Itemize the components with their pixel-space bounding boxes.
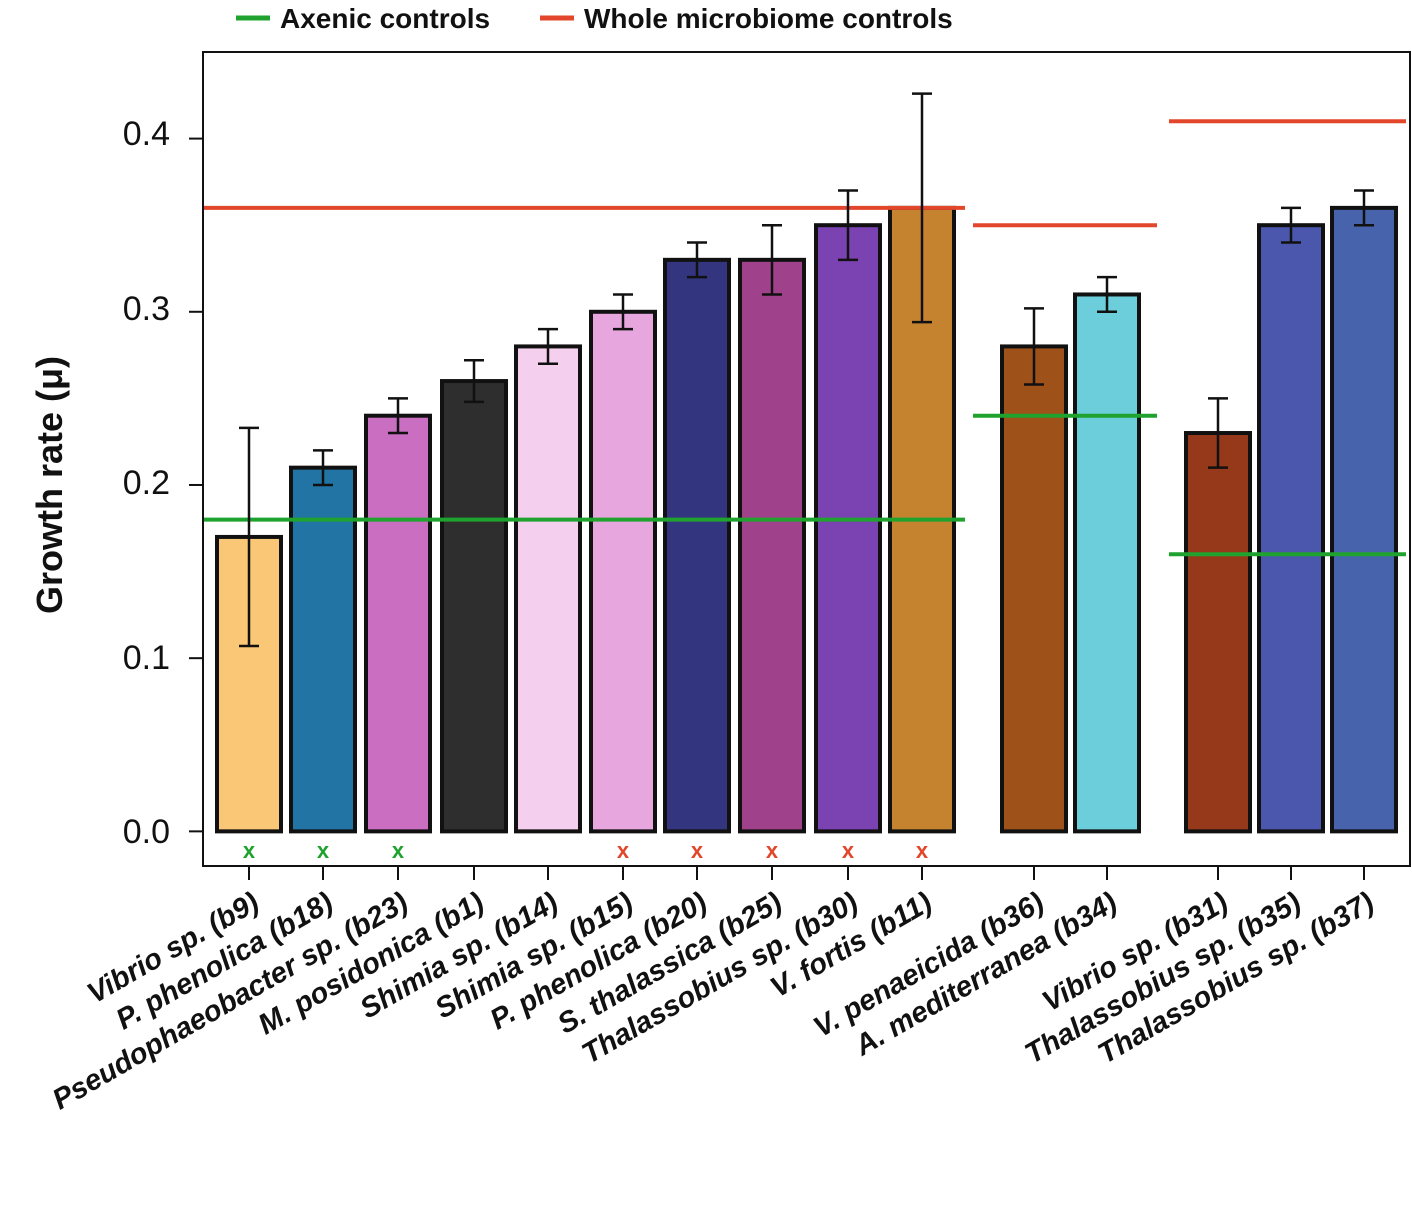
x-tick-labels: Vibrio sp. (b9)P. phenolica (b18)Pseudop… [47,886,1379,1116]
bar [289,465,357,834]
y-axis-label: Growth rate (μ) [29,356,70,614]
legend: Axenic controls Whole microbiome control… [236,3,953,34]
control-lines-layer [203,119,1406,557]
axes-layer [189,51,1411,880]
significance-marker: x [617,838,630,863]
bar [1000,344,1068,834]
bar [440,379,508,834]
legend-label-whole-microbiome: Whole microbiome controls [584,3,953,34]
bar [1257,223,1325,834]
y-tick-label: 0.4 [123,115,170,153]
y-tick-label: 0.3 [123,290,170,328]
significance-marker: x [317,838,330,863]
bar [814,223,882,834]
legend-label-axenic: Axenic controls [280,3,490,34]
bar [1184,431,1252,834]
y-tick-labels: 0.0 0.1 0.2 0.3 0.4 [123,115,170,851]
significance-marker: x [691,838,704,863]
significance-marker: x [392,838,405,863]
bar [514,344,582,834]
bar [589,309,657,834]
y-tick-label: 0.1 [123,639,170,677]
significance-marker: x [243,838,256,863]
bar [1073,292,1141,834]
significance-marker: x [916,838,929,863]
error-bars-layer [239,92,1374,648]
y-tick-label: 0.0 [123,813,170,851]
plot-frame [202,51,1411,867]
bar [663,257,731,834]
bars-layer [215,205,1398,834]
significance-marker: x [842,838,855,863]
bar [1330,205,1398,834]
bar [364,413,432,834]
y-tick-label: 0.2 [123,464,170,502]
significance-marker: x [766,838,779,863]
bar [738,257,806,834]
